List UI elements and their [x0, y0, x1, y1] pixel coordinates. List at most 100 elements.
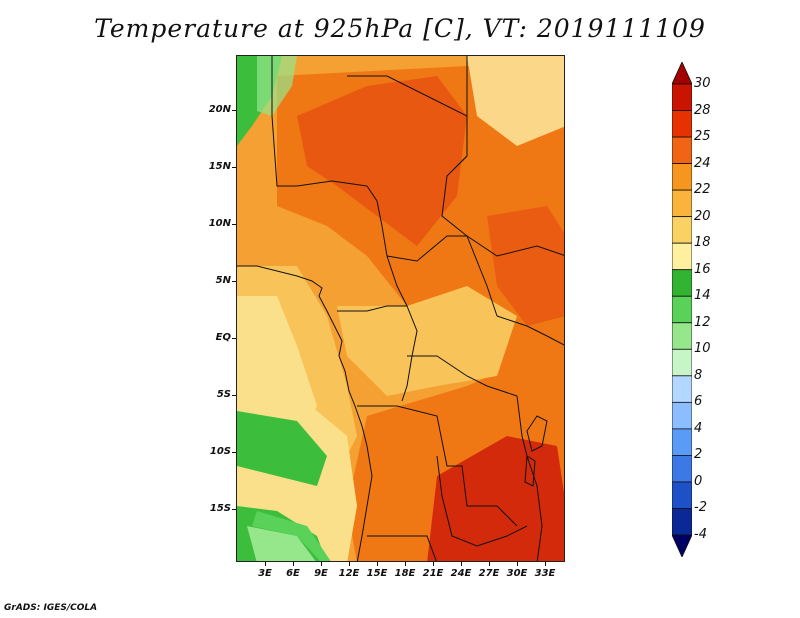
lon-label-21e: 21E: [422, 568, 444, 579]
colorbar-bottom-arrow: [672, 534, 692, 557]
map-panel: [236, 55, 565, 562]
colorbar-label: 8: [694, 367, 703, 383]
lat-tick: [232, 338, 236, 339]
border-10: [516, 395, 543, 561]
colorbar-segment: [672, 83, 692, 111]
colorbar-label: 2: [694, 447, 703, 463]
colorbar-segment: [672, 322, 692, 350]
lon-label-12e: 12E: [338, 568, 360, 579]
lon-tick: [265, 562, 266, 566]
lon-label-15e: 15E: [366, 568, 388, 579]
field-hot-south-core: [427, 436, 564, 561]
colorbar-segment: [672, 216, 692, 244]
colorbar-segment: [672, 163, 692, 191]
colorbar-label: 24: [694, 155, 711, 171]
lon-tick: [349, 562, 350, 566]
temperature-map: [237, 56, 564, 561]
lat-label-5s: 5S: [216, 389, 231, 400]
lat-tick: [232, 509, 236, 510]
colorbar-segment: [672, 508, 692, 536]
colorbar-segment: [672, 269, 692, 297]
west-coastline: [237, 265, 373, 561]
field-tan-central: [337, 286, 517, 396]
colorbar-segment: [672, 481, 692, 509]
border-2: [366, 185, 408, 307]
border-12: [367, 535, 437, 561]
colorbar-segment: [672, 242, 692, 271]
lat-tick: [232, 110, 236, 111]
lon-tick: [377, 562, 378, 566]
lon-tick: [433, 562, 434, 566]
lat-tick: [232, 281, 236, 282]
colorbar-label: -4: [694, 527, 707, 542]
colorbar-label: 0: [694, 473, 703, 489]
lon-tick: [517, 562, 518, 566]
lon-label-18e: 18E: [394, 568, 416, 579]
border-5: [386, 235, 564, 262]
border-1: [271, 56, 368, 187]
lat-label-eq: EQ: [215, 332, 231, 343]
border-4: [441, 56, 498, 317]
lon-tick: [321, 562, 322, 566]
colorbar-label: 6: [694, 394, 703, 410]
lat-label-15s: 15S: [209, 503, 231, 514]
lon-tick: [461, 562, 462, 566]
field-hot-north-core: [297, 76, 467, 246]
colorbar-label: 12: [694, 314, 711, 330]
colorbar-segment: [672, 375, 692, 403]
lat-tick: [232, 452, 236, 453]
lat-tick: [232, 224, 236, 225]
colorbar-label: 20: [694, 208, 711, 224]
field-hot-east: [487, 206, 564, 326]
colorbar: [672, 62, 692, 557]
colorbar-label: 22: [694, 182, 711, 198]
border-9: [357, 405, 518, 527]
field-tan-ne: [467, 56, 564, 146]
colorbar-segment: [672, 136, 692, 164]
colorbar-label: 10: [694, 341, 711, 357]
colorbar-segment: [672, 401, 692, 430]
lat-label-10n: 10N: [208, 218, 231, 229]
borders: [237, 56, 564, 561]
lon-tick: [405, 562, 406, 566]
colorbar-label: -2: [694, 500, 707, 516]
lat-tick: [232, 395, 236, 396]
lon-label-24e: 24E: [450, 568, 472, 579]
border-11: [436, 455, 528, 547]
lat-tick: [232, 167, 236, 168]
lon-label-9e: 9E: [314, 568, 328, 579]
lon-label-6e: 6E: [286, 568, 300, 579]
lat-label-5n: 5N: [215, 275, 231, 286]
colorbar-label: 4: [694, 420, 703, 436]
colorbar-segment: [672, 295, 692, 324]
map-title: Temperature at 925hPa [C], VT: 201911110…: [94, 14, 706, 43]
lat-label-20n: 20N: [208, 104, 231, 115]
colorbar-label: 28: [694, 102, 711, 118]
colorbar-label: 25: [694, 129, 711, 145]
field-green-sw-edge: [252, 511, 331, 561]
border-6: [496, 315, 564, 346]
field-lightgreen-sw: [247, 526, 316, 561]
lon-label-3e: 3E: [258, 568, 272, 579]
colorbar-label: 16: [694, 261, 711, 277]
footer-credit: GrADS: IGES/COLA: [4, 603, 98, 613]
lake-outline: [526, 415, 548, 452]
lon-label-27e: 27E: [478, 568, 500, 579]
lon-label-33e: 33E: [534, 568, 556, 579]
colorbar-segment: [672, 428, 692, 456]
colorbar-segment: [672, 189, 692, 218]
lat-label-15n: 15N: [208, 161, 231, 172]
colorbar-segment: [672, 110, 692, 138]
colorbar-label: 18: [694, 235, 711, 251]
colorbar-top-arrow: [672, 62, 692, 85]
colorbar-segment: [672, 455, 692, 483]
lat-label-10s: 10S: [209, 446, 231, 457]
field-lightgreen-nw: [257, 56, 297, 116]
border-8: [407, 355, 518, 397]
border-7: [337, 305, 418, 402]
lon-label-30e: 30E: [506, 568, 528, 579]
lon-tick: [293, 562, 294, 566]
colorbar-label: 30: [694, 76, 711, 91]
lon-tick: [545, 562, 546, 566]
colorbar-segment: [672, 348, 692, 377]
